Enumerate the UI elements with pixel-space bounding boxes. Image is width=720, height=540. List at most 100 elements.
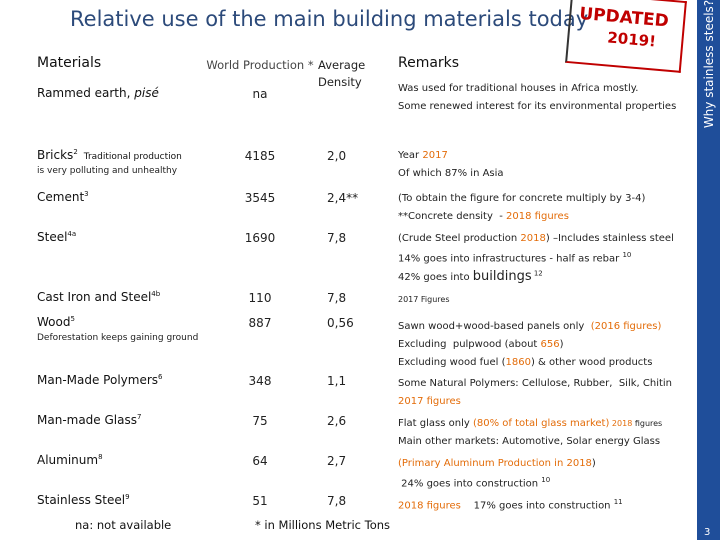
material: Cast Iron and Steel4b <box>37 290 161 304</box>
footnote-ref: 9 <box>125 493 130 501</box>
stamp: UPDATED 2019! <box>565 0 687 73</box>
remark-line: Of which 87% in Asia <box>398 169 504 179</box>
footnote-ref: 6 <box>158 373 163 381</box>
remark-text: 17% goes into construction <box>460 500 614 512</box>
subnote: is very polluting and unhealthy <box>37 166 178 176</box>
footnote-ref: 7 <box>137 413 142 421</box>
remark-text: (Primary Aluminum Production in 2018 <box>398 458 592 469</box>
production: 887 <box>248 316 272 330</box>
footnote: * in Millions Metric Tons <box>255 518 391 532</box>
remark-text: 2018 figures <box>398 500 461 512</box>
production: 110 <box>248 291 272 305</box>
remark-text: 14% goes into infrastructures - half as … <box>398 253 623 265</box>
remark-text: 24% goes into construction <box>398 478 542 490</box>
footnote-ref: 3 <box>84 190 89 198</box>
material-name: Cement <box>37 190 85 204</box>
material: Man-made Glass7 <box>37 413 142 427</box>
remark-line: Sawn wood+wood-based panels only (2016 f… <box>398 322 661 332</box>
remark-text: ) <box>559 339 564 350</box>
material: Rammed earth, pisé <box>37 87 159 99</box>
subnote: Traditional production <box>83 152 182 162</box>
column-header: Remarks <box>398 55 460 71</box>
remark-text: Flat glass only <box>398 418 473 429</box>
remark-text: Main other markets: Automotive, Solar en… <box>398 436 661 447</box>
production: 1690 <box>244 231 276 245</box>
remark-text: ) <box>591 458 596 469</box>
remark-text: 2018 figures <box>506 211 569 222</box>
material-name: Man-Made Polymers <box>37 373 159 387</box>
density: 7,8 <box>327 494 347 508</box>
production: 75 <box>252 414 268 428</box>
density: 1,1 <box>327 374 347 388</box>
footnote-ref: 5 <box>70 315 75 323</box>
remark-text: figures <box>634 419 663 428</box>
material: Stainless Steel9 <box>37 493 130 507</box>
remark-line: Excluding wood fuel (1860) & other wood … <box>398 358 652 368</box>
material: Aluminum8 <box>37 453 103 467</box>
footnote-ref: 2 <box>73 148 78 156</box>
remark-line: Main other markets: Automotive, Solar en… <box>398 437 660 447</box>
remark-line: 42% goes into buildings 12 <box>398 270 543 283</box>
remark-line: 2017 Figures <box>398 295 450 305</box>
remark-text: 1860 <box>505 357 531 368</box>
remark-text: 2017 <box>422 150 448 161</box>
material-name: Aluminum <box>37 453 99 467</box>
remark-text: Sawn wood+wood-based panels only <box>398 321 591 332</box>
remark-text: Excluding pulpwood (about <box>398 339 541 350</box>
column-header: Materials <box>37 55 102 71</box>
density: 2,7 <box>327 454 347 468</box>
subnote: Deforestation keeps gaining ground <box>37 333 199 343</box>
remark-text: (80% of total glass market) <box>472 418 610 429</box>
material-name: Man-made Glass <box>37 413 137 427</box>
remark-line: Flat glass only (80% of total glass mark… <box>398 419 662 429</box>
density: 2,0 <box>327 149 347 163</box>
footnote-ref: 4b <box>151 290 161 298</box>
material: Bricks2 Traditional production <box>37 149 182 162</box>
material-name: Cast Iron and Steel <box>37 290 152 304</box>
density: 7,8 <box>327 291 347 305</box>
remark-text: ) –Includes stainless steel <box>545 233 674 244</box>
column-header: Average Density <box>318 58 366 90</box>
remark-line: (To obtain the figure for concrete multi… <box>398 194 645 204</box>
remark-text: 10 <box>622 251 632 259</box>
remark-line: Year 2017 <box>398 151 448 161</box>
production: 51 <box>252 494 268 508</box>
remark-text: 2017 figures <box>398 396 461 407</box>
material-name: Rammed earth, <box>37 86 131 100</box>
footnote-ref: 4a <box>67 230 77 238</box>
production: 4185 <box>244 149 276 163</box>
density: 2,4** <box>327 191 359 205</box>
remark-text: buildings <box>472 269 532 284</box>
side-title: Why stainless steels? <box>702 0 716 129</box>
remark-text: ) & other wood products <box>530 357 653 368</box>
density: 0,56 <box>327 316 354 330</box>
remark-text: 2018 <box>609 419 635 428</box>
remark-line: Excluding pulpwood (about 656) <box>398 340 564 350</box>
production: 348 <box>248 374 272 388</box>
production: na <box>252 87 268 101</box>
remark-line: Some Natural Polymers: Cellulose, Rubber… <box>398 379 672 389</box>
material: Cement3 <box>37 190 89 204</box>
material-name: Wood <box>37 315 71 329</box>
material: Steel4a <box>37 230 77 244</box>
stamp-line: UPDATED <box>578 3 670 32</box>
material-name: Steel <box>37 230 68 244</box>
remark-line: (Crude Steel production 2018) –Includes … <box>398 234 674 244</box>
material-name: Stainless Steel <box>37 493 126 507</box>
remark-line: 24% goes into construction 10 <box>398 477 550 489</box>
remark-text: 2017 Figures <box>398 295 450 304</box>
material: Man-Made Polymers6 <box>37 373 163 387</box>
remark-line: 14% goes into infrastructures - half as … <box>398 252 631 264</box>
material-name: pisé <box>134 86 159 100</box>
material-name: Bricks <box>37 148 74 162</box>
density: 7,8 <box>327 231 347 245</box>
stamp-line: 2019! <box>606 28 657 51</box>
remark-text: **Concrete density - <box>398 211 507 222</box>
remark-text: Was used for traditional houses in Afric… <box>398 83 639 94</box>
footnote-ref: 8 <box>98 453 103 461</box>
remark-text: Of which 87% in Asia <box>398 168 504 179</box>
remark-line: 2017 figures <box>398 397 461 407</box>
remark-text: 656 <box>540 339 560 350</box>
remark-text: 10 <box>541 476 551 484</box>
